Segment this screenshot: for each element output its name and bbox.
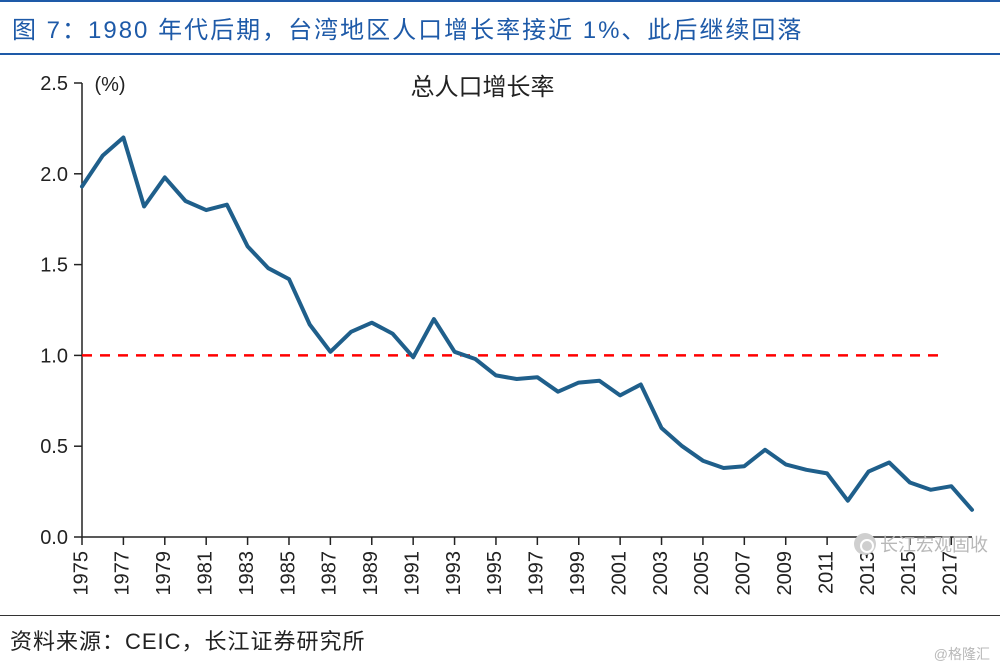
svg-text:2005: 2005 [691, 551, 713, 596]
line-chart: 0.0 0.5 1.0 1.5 2.0 2.5 1975 1977 1979 1981 1983 19… [0, 55, 1000, 615]
svg-text:1.5: 1.5 [40, 255, 68, 277]
watermark-main: 长江宏观固收 [854, 531, 988, 557]
svg-text:1985: 1985 [277, 551, 299, 596]
svg-text:2003: 2003 [650, 551, 672, 596]
svg-text:0.5: 0.5 [40, 436, 68, 458]
chart-area: 0.0 0.5 1.0 1.5 2.0 2.5 1975 1977 1979 1981 1983 19… [0, 55, 1000, 615]
svg-text:2011: 2011 [815, 551, 837, 594]
watermark-main-text: 长江宏观固收 [880, 531, 988, 557]
svg-text:1981: 1981 [194, 551, 216, 596]
svg-text:1993: 1993 [443, 551, 465, 596]
chart-figure: 图 7：1980 年代后期，台湾地区人口增长率接近 1%、此后继续回落 0.00… [0, 0, 1000, 668]
figure-title: 图 7：1980 年代后期，台湾地区人口增长率接近 1%、此后继续回落 [0, 0, 1000, 55]
watermark-corner: @格隆汇 [934, 644, 990, 664]
svg-text:2015: 2015 [898, 551, 920, 596]
svg-text:0.0: 0.0 [40, 527, 68, 549]
svg-text:2009: 2009 [774, 551, 796, 596]
svg-text:1975: 1975 [70, 551, 92, 596]
svg-text:2013: 2013 [857, 551, 879, 596]
svg-text:1987: 1987 [319, 551, 341, 596]
svg-text:1989: 1989 [360, 551, 382, 596]
svg-text:2001: 2001 [608, 551, 630, 596]
svg-text:总人口增长率: 总人口增长率 [411, 74, 555, 101]
svg-text:1995: 1995 [484, 551, 506, 596]
svg-text:1997: 1997 [526, 551, 548, 596]
svg-text:1.0: 1.0 [40, 345, 68, 367]
svg-text:1977: 1977 [112, 551, 134, 596]
wechat-logo-icon [854, 533, 876, 555]
svg-text:2017: 2017 [940, 551, 962, 596]
figure-source: 资料来源：CEIC，长江证券研究所 [0, 615, 1000, 660]
svg-text:1999: 1999 [567, 551, 589, 596]
svg-text:(%): (%) [94, 74, 125, 96]
svg-text:2007: 2007 [733, 551, 755, 596]
svg-text:2.0: 2.0 [40, 164, 68, 186]
svg-text:1991: 1991 [401, 551, 423, 596]
svg-text:1979: 1979 [153, 551, 175, 596]
svg-text:1983: 1983 [236, 551, 258, 596]
svg-text:2.5: 2.5 [40, 73, 68, 95]
